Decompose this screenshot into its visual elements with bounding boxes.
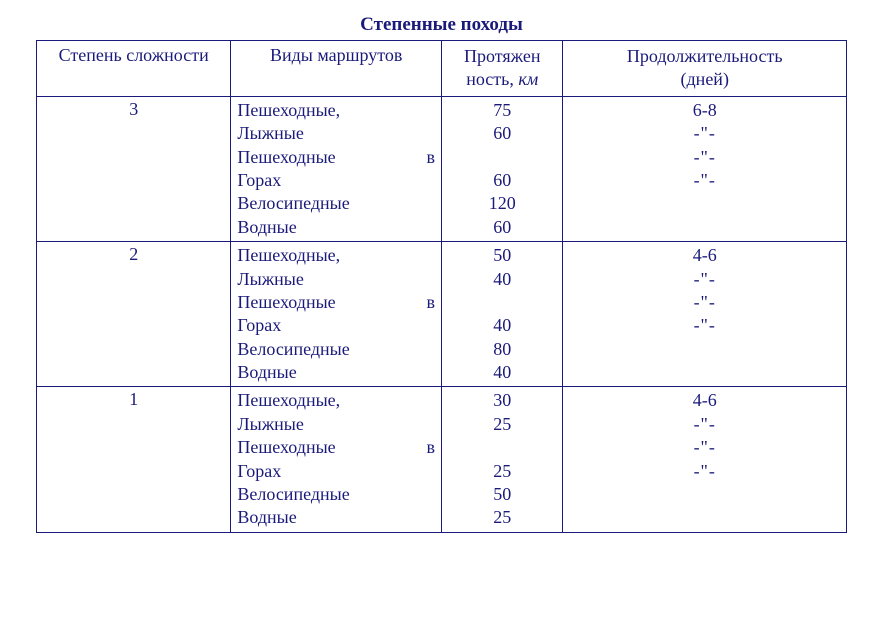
type-line-right: в xyxy=(426,436,435,459)
type-line: Пешеходные, xyxy=(237,389,435,412)
duration-line: -"- xyxy=(569,413,840,436)
cell-level: 3 xyxy=(37,96,231,241)
type-line: Водные xyxy=(237,361,435,384)
table-header-row: Степень сложности Виды маршрутов Протяже… xyxy=(37,41,847,97)
type-line: Пешеходные, xyxy=(237,99,435,122)
col-header-distance-line2-text: ность, xyxy=(466,69,518,89)
col-header-types: Виды маршрутов xyxy=(231,41,442,97)
distance-line: 50 xyxy=(448,244,557,267)
type-line: Горах xyxy=(237,314,435,337)
distance-line: 25 xyxy=(448,413,557,436)
duration-line xyxy=(569,361,840,384)
duration-line: -"- xyxy=(569,291,840,314)
duration-line: -"- xyxy=(569,460,840,483)
distance-line: 40 xyxy=(448,268,557,291)
distance-line: 120 xyxy=(448,192,557,215)
hikes-table: Степень сложности Виды маршрутов Протяже… xyxy=(36,40,847,533)
duration-line: 6-8 xyxy=(569,99,840,122)
table-title: Степенные походы xyxy=(36,14,847,36)
col-header-level: Степень сложности xyxy=(37,41,231,97)
type-line-right: в xyxy=(426,291,435,314)
distance-line: 60 xyxy=(448,122,557,145)
type-line-right: в xyxy=(426,146,435,169)
distance-line xyxy=(448,146,557,169)
distance-line: 75 xyxy=(448,99,557,122)
duration-line: -"- xyxy=(569,146,840,169)
type-line: Горах xyxy=(237,169,435,192)
type-line-left: Пешеходные xyxy=(237,436,335,459)
cell-duration: 4-6-"--"--"- xyxy=(563,387,847,532)
type-line-left: Пешеходные xyxy=(237,146,335,169)
cell-duration: 6-8-"--"--"- xyxy=(563,96,847,241)
distance-line: 25 xyxy=(448,460,557,483)
duration-line xyxy=(569,192,840,215)
type-line: Велосипедные xyxy=(237,192,435,215)
table-row: 2 Пешеходные,ЛыжныеПешеходные вГорахВелоси… xyxy=(37,242,847,387)
table-row: 1 Пешеходные,ЛыжныеПешеходные вГорахВелоси… xyxy=(37,387,847,532)
duration-line xyxy=(569,216,840,239)
type-line: Водные xyxy=(237,506,435,529)
col-header-duration-line1: Продолжительность xyxy=(567,45,842,68)
cell-duration: 4-6-"--"--"- xyxy=(563,242,847,387)
type-line: Пешеходные в xyxy=(237,436,435,459)
distance-line: 25 xyxy=(448,506,557,529)
cell-types: Пешеходные,ЛыжныеПешеходные вГорахВелосип… xyxy=(231,96,442,241)
col-header-duration: Продолжительность (дней) xyxy=(563,41,847,97)
duration-line: -"- xyxy=(569,436,840,459)
duration-line xyxy=(569,483,840,506)
type-line: Пешеходные в xyxy=(237,291,435,314)
col-header-distance-line1: Протяжен xyxy=(446,45,559,68)
duration-line: -"- xyxy=(569,314,840,337)
distance-line: 30 xyxy=(448,389,557,412)
type-line: Водные xyxy=(237,216,435,239)
type-line: Велосипедные xyxy=(237,338,435,361)
col-header-distance-unit: км xyxy=(518,69,538,89)
duration-line: -"- xyxy=(569,169,840,192)
cell-distance: 3025 255025 xyxy=(441,387,563,532)
col-header-distance: Протяжен ность, км xyxy=(441,41,563,97)
table-row: 3 Пешеходные,ЛыжныеПешеходные вГорахВелоси… xyxy=(37,96,847,241)
distance-line: 50 xyxy=(448,483,557,506)
type-line: Пешеходные, xyxy=(237,244,435,267)
type-line: Пешеходные в xyxy=(237,146,435,169)
type-line-left: Пешеходные xyxy=(237,291,335,314)
type-line: Горах xyxy=(237,460,435,483)
type-line: Лыжные xyxy=(237,413,435,436)
duration-line xyxy=(569,338,840,361)
col-header-distance-line2: ность, км xyxy=(446,68,559,91)
cell-types: Пешеходные,ЛыжныеПешеходные вГорахВелосип… xyxy=(231,387,442,532)
distance-line: 40 xyxy=(448,361,557,384)
duration-line: 4-6 xyxy=(569,389,840,412)
distance-line xyxy=(448,291,557,314)
cell-distance: 7560 6012060 xyxy=(441,96,563,241)
type-line: Лыжные xyxy=(237,268,435,291)
distance-line: 40 xyxy=(448,314,557,337)
type-line: Лыжные xyxy=(237,122,435,145)
duration-line: -"- xyxy=(569,122,840,145)
duration-line xyxy=(569,506,840,529)
distance-line: 60 xyxy=(448,169,557,192)
col-header-duration-line2: (дней) xyxy=(567,68,842,91)
cell-level: 1 xyxy=(37,387,231,532)
type-line: Велосипедные xyxy=(237,483,435,506)
distance-line: 60 xyxy=(448,216,557,239)
cell-distance: 5040 408040 xyxy=(441,242,563,387)
distance-line xyxy=(448,436,557,459)
cell-types: Пешеходные,ЛыжныеПешеходные вГорахВелосип… xyxy=(231,242,442,387)
cell-level: 2 xyxy=(37,242,231,387)
duration-line: 4-6 xyxy=(569,244,840,267)
distance-line: 80 xyxy=(448,338,557,361)
duration-line: -"- xyxy=(569,268,840,291)
